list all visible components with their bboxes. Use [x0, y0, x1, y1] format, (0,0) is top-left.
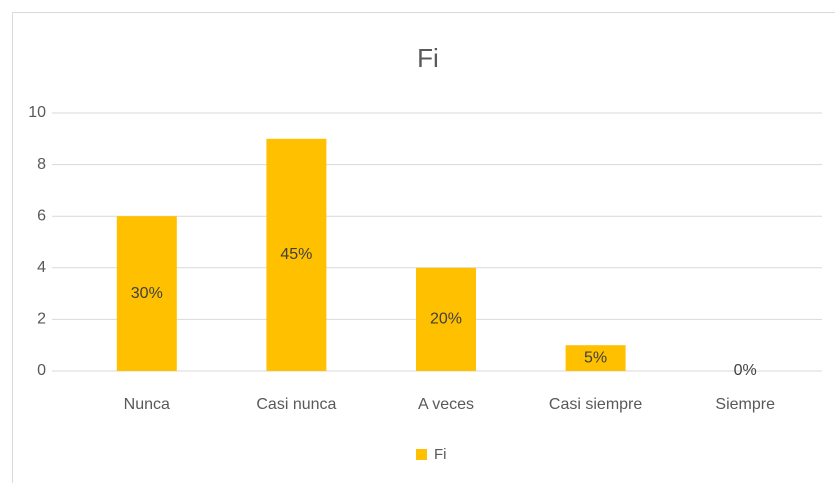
bar — [116, 216, 177, 371]
x-tick-label: Nunca — [124, 396, 170, 413]
x-tick-label: Casi siempre — [549, 396, 642, 413]
data-label: 30% — [131, 285, 163, 302]
x-tick-label: Siempre — [715, 396, 775, 413]
bar — [266, 138, 327, 371]
legend-label: Fi — [434, 446, 447, 463]
x-tick-label: Casi nunca — [256, 396, 336, 413]
y-tick-label: 10 — [28, 104, 46, 121]
y-tick-label: 6 — [37, 207, 46, 224]
x-tick-label: A veces — [418, 396, 474, 413]
bar — [565, 345, 626, 371]
y-tick-label: 8 — [37, 156, 46, 173]
y-tick-label: 2 — [37, 311, 46, 328]
data-label: 20% — [430, 311, 462, 328]
bar — [416, 267, 476, 371]
data-label: 0% — [734, 362, 757, 379]
y-tick-label: 4 — [37, 259, 46, 276]
data-label: 45% — [280, 246, 312, 263]
y-tick-label: 0 — [37, 362, 46, 379]
data-label: 5% — [584, 349, 607, 366]
legend-swatch — [416, 449, 427, 460]
chart-title: Fi — [417, 43, 439, 73]
